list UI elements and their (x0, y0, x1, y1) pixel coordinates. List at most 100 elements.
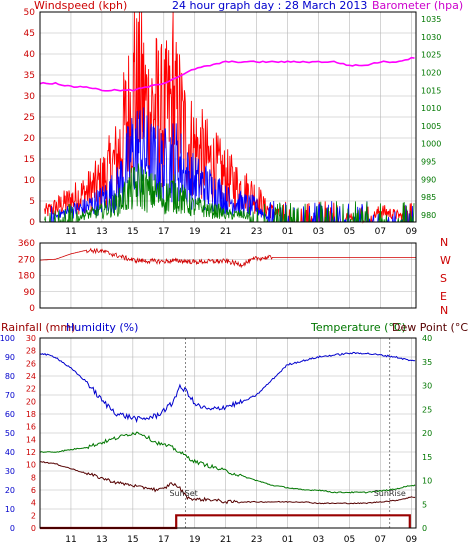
rain-tick: 12 (26, 448, 36, 457)
barometer-tick: 1000 (421, 140, 441, 149)
humidity-label: Humidity (%) (66, 321, 138, 334)
barometer-tick: 1025 (421, 51, 441, 60)
humidity-tick: 20 (5, 486, 15, 495)
wind-left-tick: 30 (24, 92, 36, 102)
barometer-tick: 1015 (421, 86, 441, 95)
humidity-tick: 30 (5, 467, 15, 476)
climate-x-tick: 03 (313, 535, 324, 545)
wind-left-tick: 15 (24, 155, 35, 165)
humidity-tick: 10 (5, 505, 15, 514)
rain-tick: 14 (26, 435, 36, 444)
temperature-tick: 30 (422, 382, 432, 391)
wind-left-tick: 10 (24, 176, 36, 186)
humidity-tick: 40 (5, 448, 15, 457)
rain-tick: 22 (26, 385, 36, 394)
humidity-tick: 70 (5, 391, 15, 400)
temperature-series (39, 431, 416, 494)
wind-left-tick: 45 (24, 29, 35, 39)
humidity-tick: 80 (5, 372, 15, 381)
rain-tick: 6 (31, 486, 36, 495)
rain-tick: 8 (31, 473, 36, 482)
compass-label: E (440, 290, 447, 303)
humidity-tick: 50 (5, 429, 15, 438)
compass-label: N (440, 304, 448, 317)
climate-x-tick: 09 (406, 535, 418, 545)
dewpoint-series (39, 461, 416, 505)
barometer-tick: 1010 (421, 104, 441, 113)
wind-left-tick: 20 (24, 134, 36, 144)
rainfall-label: Rainfall (mm) (1, 321, 75, 334)
rain-tick: 28 (26, 347, 36, 356)
wind-x-tick: 11 (65, 227, 76, 237)
wind-left-tick: 25 (24, 113, 35, 123)
rain-tick: 24 (26, 372, 36, 381)
rain-tick: 26 (26, 359, 36, 368)
wind-panel-frame (39, 11, 417, 223)
compass-label: W (440, 254, 451, 267)
sun-annotation: SunSet (169, 489, 197, 498)
page-title: 24 hour graph day : 28 March 2013 (172, 0, 367, 12)
temperature-tick: 35 (422, 358, 432, 367)
wind-left-tick: 35 (24, 71, 35, 81)
temperature-tick: 20 (422, 429, 432, 438)
climate-panel-labels: 0102030405060708090100024681012141618202… (0, 334, 432, 545)
temperature-tick: 0 (422, 524, 427, 533)
humidity-series (39, 351, 416, 424)
wind-left-tick: 5 (29, 197, 35, 207)
barometer-tick: 1020 (421, 69, 441, 78)
direction-series (39, 247, 416, 269)
climate-x-tick: 21 (220, 535, 231, 545)
wind-x-tick: 03 (313, 227, 324, 237)
rain-tick: 0 (31, 524, 36, 533)
direction-left-tick: 270 (18, 255, 35, 265)
climate-x-tick: 13 (96, 535, 107, 545)
climate-x-tick: 17 (158, 535, 169, 545)
direction-left-tick: 90 (24, 288, 36, 298)
temperature-label: Temperature (°C) (310, 321, 406, 334)
compass-label: N (440, 236, 448, 249)
climate-x-tick: 11 (65, 535, 76, 545)
temperature-tick: 5 (422, 500, 427, 509)
direction-panel-marks (39, 247, 416, 269)
humidity-tick: 100 (0, 334, 15, 343)
wind-x-tick: 01 (282, 227, 293, 237)
windspeed-series (44, 11, 414, 224)
wind-x-tick: 19 (189, 227, 201, 237)
humidity-tick: 90 (5, 353, 15, 362)
barometer-label: Barometer (hpa) (372, 0, 463, 12)
rain-tick: 4 (31, 499, 36, 508)
sun-annotation: SunRise (374, 489, 406, 498)
wind-x-tick: 07 (375, 227, 386, 237)
wind-x-tick: 15 (127, 227, 138, 237)
wind-left-tick: 0 (29, 218, 35, 228)
direction-panel-frame (39, 242, 417, 309)
climate-x-tick: 05 (344, 535, 355, 545)
rain-tick: 30 (26, 334, 36, 343)
climate-x-tick: 19 (189, 535, 201, 545)
barometer-tick: 1005 (421, 122, 441, 131)
temperature-tick: 15 (422, 453, 432, 462)
barometer-tick: 1030 (421, 33, 441, 42)
barometer-tick: 1035 (421, 15, 441, 24)
humidity-tick: 0 (10, 524, 15, 533)
wind-x-tick: 23 (251, 227, 262, 237)
humidity-tick: 60 (5, 410, 15, 419)
direction-left-tick: 0 (29, 304, 35, 314)
temperature-tick: 10 (422, 477, 432, 486)
wind-left-tick: 50 (24, 8, 36, 18)
temperature-tick: 25 (422, 405, 432, 414)
climate-x-tick: 07 (375, 535, 386, 545)
dewpoint-label: Dew Point (°C) (392, 321, 468, 334)
wind-left-tick: 40 (24, 50, 36, 60)
wind-x-tick: 09 (406, 227, 418, 237)
direction-left-tick: 180 (18, 272, 35, 282)
climate-x-tick: 01 (282, 535, 293, 545)
compass-label: S (440, 272, 447, 285)
rain-tick: 2 (31, 511, 36, 520)
rain-tick: 18 (26, 410, 36, 419)
temperature-tick: 40 (422, 334, 432, 343)
